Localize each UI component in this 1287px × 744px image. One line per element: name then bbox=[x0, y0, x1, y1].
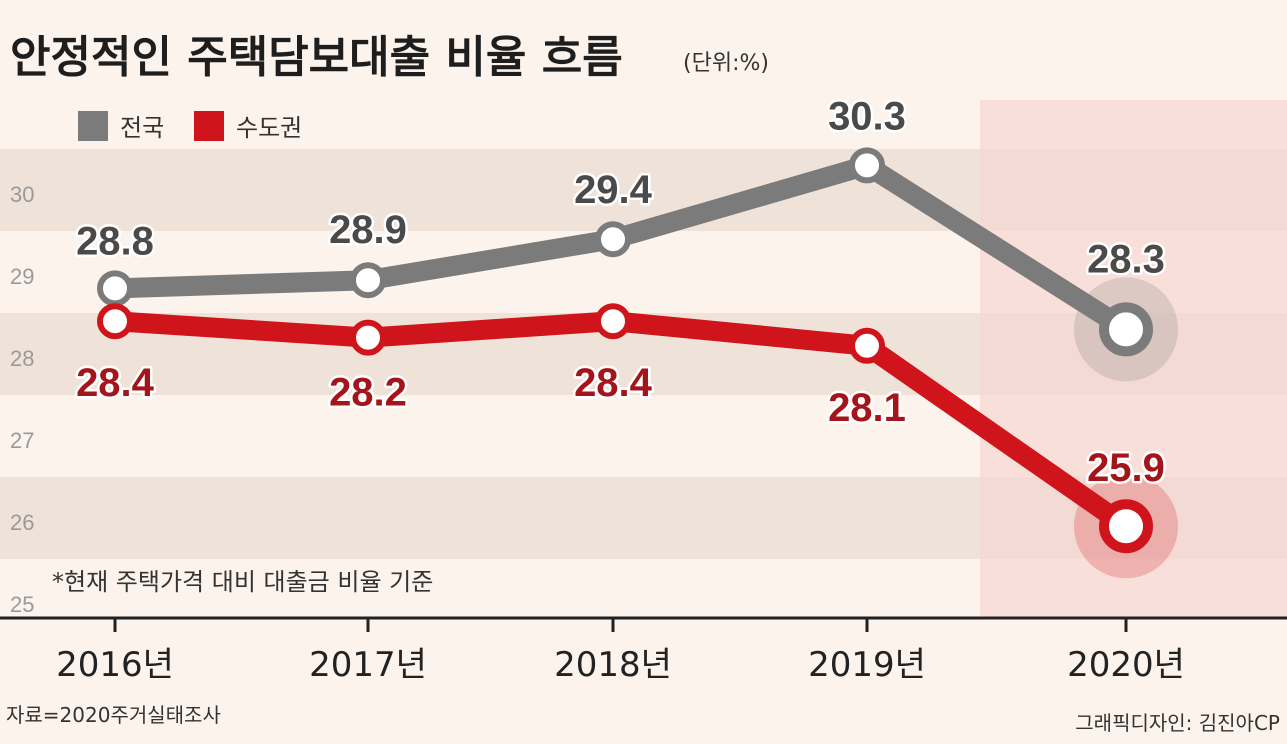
capital-point bbox=[1104, 504, 1148, 548]
x-tick-label: 2019년 bbox=[808, 645, 926, 685]
chart-title: 안정적인 주택담보대출 비율 흐름 bbox=[10, 32, 623, 83]
legend-swatch-national bbox=[78, 111, 108, 141]
national-data-label: 28.8 bbox=[76, 219, 154, 263]
y-tick-label: 26 bbox=[10, 510, 34, 535]
capital-data-label: 28.4 bbox=[76, 361, 155, 405]
national-data-label: 28.9 bbox=[329, 208, 407, 252]
capital-point bbox=[100, 306, 130, 336]
national-data-label: 28.3 bbox=[1087, 237, 1165, 281]
national-point bbox=[100, 273, 130, 303]
chart: 2016년 2017년 2018년 2019년 2020년 25 26 27 28 29 30 2… bbox=[0, 0, 1287, 744]
national-point bbox=[1104, 307, 1148, 351]
national-point bbox=[598, 224, 628, 254]
credit-label: 그래픽디자인: 김진아CP bbox=[1075, 711, 1280, 735]
unit-label: (단위:%) bbox=[683, 51, 769, 76]
y-tick-label: 28 bbox=[10, 346, 34, 371]
y-tick-label: 25 bbox=[10, 592, 34, 617]
capital-data-label: 25.9 bbox=[1087, 446, 1165, 490]
national-data-label: 30.3 bbox=[828, 94, 906, 138]
capital-point bbox=[852, 331, 882, 361]
x-tick-label: 2018년 bbox=[554, 645, 672, 685]
capital-point bbox=[353, 323, 383, 353]
capital-point bbox=[598, 306, 628, 336]
legend-swatch-capital bbox=[194, 111, 224, 141]
capital-data-label: 28.2 bbox=[329, 371, 407, 415]
y-tick-label: 30 bbox=[10, 182, 34, 207]
x-tick-label: 2020년 bbox=[1067, 645, 1185, 685]
source-label: 자료=2020주거실태조사 bbox=[6, 703, 221, 727]
legend-label-capital: 수도권 bbox=[236, 114, 302, 142]
x-tick-label: 2016년 bbox=[56, 645, 174, 685]
capital-data-label: 28.4 bbox=[574, 361, 653, 405]
national-data-label: 29.4 bbox=[574, 168, 653, 212]
x-tick-label: 2017년 bbox=[309, 645, 427, 685]
footnote: *현재 주택가격 대비 대출금 비율 기준 bbox=[52, 568, 433, 596]
national-point bbox=[852, 150, 882, 180]
capital-data-label: 28.1 bbox=[828, 386, 906, 430]
y-tick-label: 29 bbox=[10, 264, 34, 289]
national-point bbox=[353, 265, 383, 295]
y-tick-label: 27 bbox=[10, 428, 34, 453]
legend-label-national: 전국 bbox=[120, 114, 164, 142]
